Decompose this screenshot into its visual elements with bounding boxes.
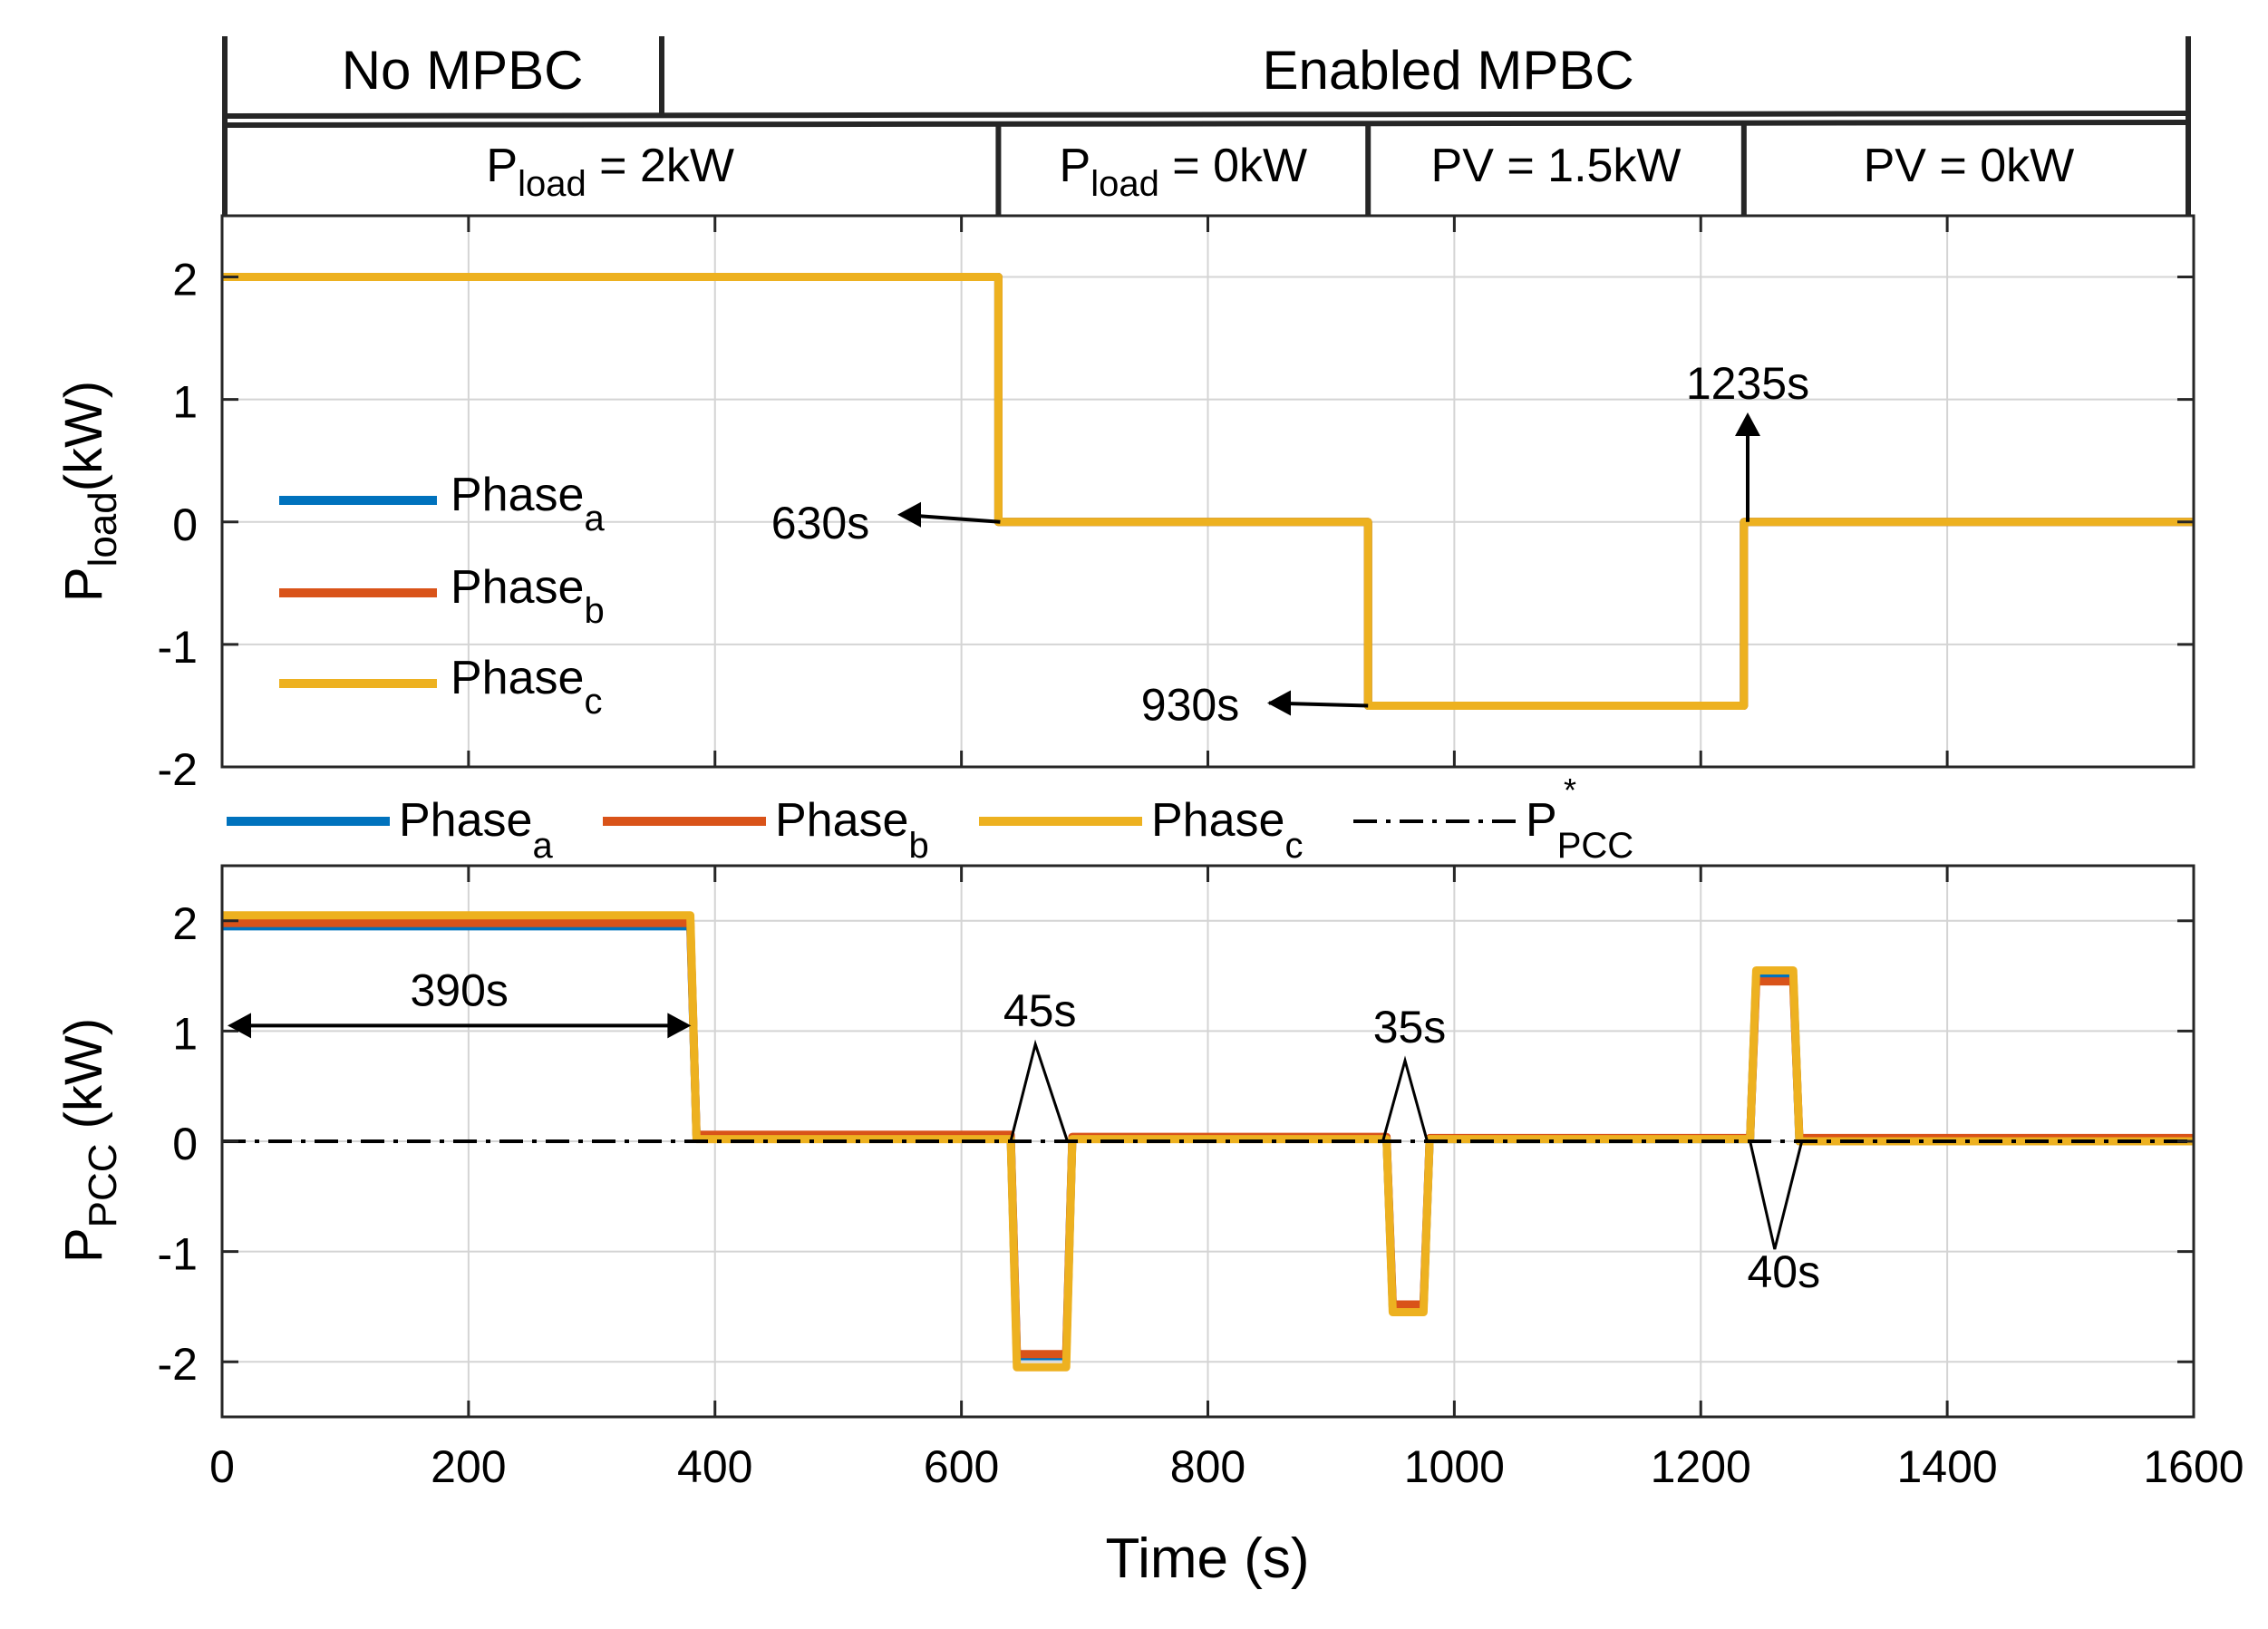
top-panel-annotations: 630s 930s 1235s <box>771 358 1809 730</box>
annotation-label: 930s <box>1141 679 1239 730</box>
legend-label: Phaseb <box>775 794 929 866</box>
y-tick-label: 1 <box>172 377 198 428</box>
x-tick-label: 1600 <box>2143 1441 2244 1492</box>
x-tick-label: 1400 <box>1897 1441 1998 1492</box>
annotation-label: 1235s <box>1686 358 1809 409</box>
annotation-arrowhead <box>1267 690 1291 716</box>
header-condition-label: Pload = 0kW <box>1060 140 1308 204</box>
annotation-label: 45s <box>1003 985 1077 1036</box>
x-tick-label: 600 <box>924 1441 999 1492</box>
top-panel-ticks: 2 1 0 -1 -2 <box>158 216 2195 795</box>
bottom-panel-legend: Phasea Phaseb Phasec PPCC* <box>227 771 1633 866</box>
header-divider <box>224 111 2189 119</box>
annotation-arrowhead <box>667 1013 692 1039</box>
annotation-arrowhead <box>1735 412 1760 436</box>
y-tick-label: -1 <box>158 622 198 673</box>
header-divider <box>224 120 2189 128</box>
y-tick-label: -2 <box>158 744 198 795</box>
annotation-label: 390s <box>410 965 508 1015</box>
x-tick-label: 200 <box>431 1441 506 1492</box>
legend-label: Phasec <box>1151 794 1303 866</box>
x-axis-label: Time (s) <box>1106 1527 1310 1590</box>
top-panel-legend: Phasea Phaseb Phasec <box>279 469 605 722</box>
y-tick-label: 0 <box>172 1119 198 1169</box>
header-mode-label: No MPBC <box>342 40 584 101</box>
header-condition-label: PV = 0kW <box>1864 140 2075 192</box>
y-tick-label: 2 <box>172 255 198 305</box>
top-ylabel: Pload(kW) <box>54 381 125 602</box>
x-tick-label: 1200 <box>1651 1441 1751 1492</box>
legend-label: Phasea <box>451 469 605 538</box>
annotation-arrowhead <box>897 501 921 528</box>
annotation-label: 40s <box>1748 1246 1821 1297</box>
x-tick-label: 400 <box>677 1441 752 1492</box>
series-phase-c <box>222 911 2194 1372</box>
top-panel-series <box>222 273 2194 710</box>
annotation-leader <box>1381 1055 1429 1142</box>
annotation-label: 630s <box>771 498 869 548</box>
series-phase-c <box>222 273 2194 710</box>
bottom-ylabel: PPCC (kW) <box>54 1018 125 1263</box>
annotation-label: 35s <box>1373 1002 1447 1052</box>
bottom-panel-ticks: 210-1-20 200 400 600 800 1000 1200 1400 1600 <box>158 866 2244 1492</box>
legend-label: Phaseb <box>451 561 605 631</box>
y-tick-label: -1 <box>158 1229 198 1280</box>
y-tick-label: 1 <box>172 1008 198 1059</box>
annotation-leader <box>1749 1140 1804 1250</box>
y-tick-label: -2 <box>158 1339 198 1390</box>
bottom-panel-annotations: 390s 45s 35s 40s <box>228 965 1820 1297</box>
x-tick-label: 0 <box>209 1441 235 1492</box>
annotation-leader <box>1009 1039 1069 1142</box>
annotation-arrowhead <box>228 1013 251 1039</box>
header-condition-label: PV = 1.5kW <box>1431 140 1682 192</box>
legend-label: Phasea <box>399 794 553 866</box>
x-tick-label: 1000 <box>1404 1441 1505 1492</box>
mode-header: No MPBC Enabled MPBC Pload = 2kW Pload = 0k… <box>222 36 2191 216</box>
y-tick-label: 0 <box>172 499 198 550</box>
bottom-panel-series <box>222 911 2194 1372</box>
header-mode-label: Enabled MPBC <box>1262 40 1633 101</box>
legend-label: Phasec <box>451 652 602 722</box>
x-tick-label: 800 <box>1170 1441 1245 1492</box>
y-tick-label: 2 <box>172 898 198 949</box>
legend-label: PPCC* <box>1526 771 1633 866</box>
header-condition-label: Pload = 2kW <box>486 140 734 204</box>
